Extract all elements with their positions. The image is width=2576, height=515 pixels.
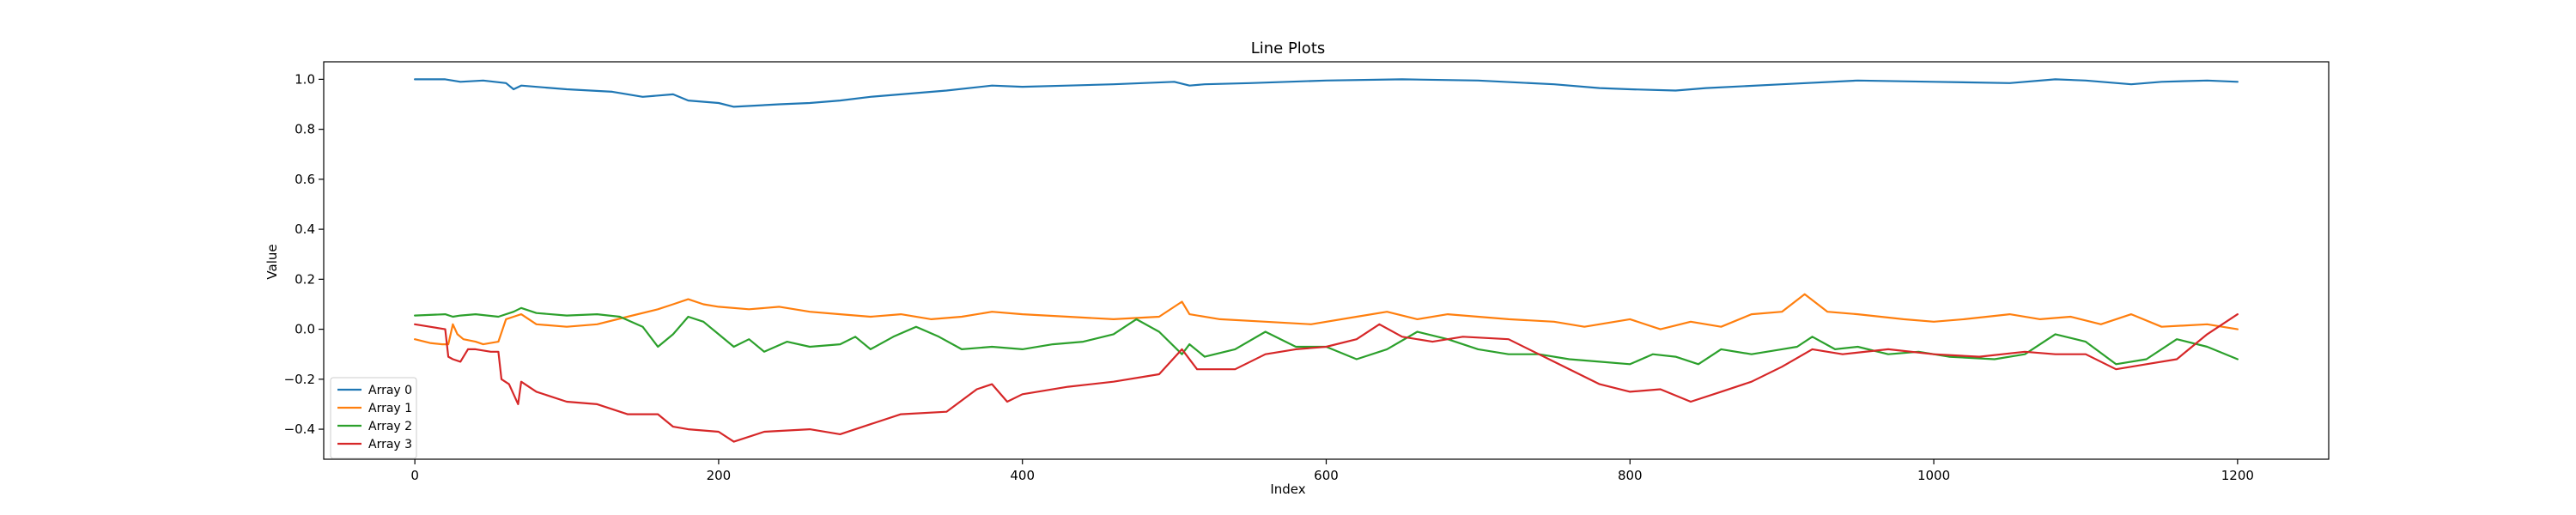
- y-tick-label: −0.2: [284, 372, 315, 387]
- x-tick-label: 1000: [1917, 468, 1950, 483]
- x-tick-label: 800: [1618, 468, 1643, 483]
- x-tick-label: 600: [1314, 468, 1339, 483]
- series-line-1: [414, 293, 2239, 346]
- y-tick-label: 0.0: [295, 322, 315, 337]
- chart-title: Line Plots: [1251, 39, 1326, 58]
- y-tick-label: 0.2: [295, 271, 315, 287]
- legend-label-0: Array 0: [368, 384, 412, 397]
- y-tick-label: 0.8: [295, 122, 315, 137]
- series-layer: [414, 78, 2239, 443]
- legend: Array 0 Array 1 Array 2 Array 3: [330, 377, 417, 459]
- series-line-0: [414, 78, 2239, 108]
- x-tick-label: 400: [1010, 468, 1035, 483]
- series-line-3: [414, 313, 2239, 443]
- legend-label-1: Array 1: [368, 402, 412, 415]
- y-tick-label: 1.0: [295, 71, 315, 87]
- y-tick-label: −0.4: [284, 421, 315, 437]
- y-axis-title: Value: [264, 244, 280, 279]
- series-line-2: [414, 306, 2239, 366]
- legend-label-2: Array 2: [368, 420, 412, 433]
- axes-layer: 0 200 400 600 800 1000 1200 −0.4 −0.2 0.0 0.2 0.4 0.…: [284, 61, 2330, 483]
- legend-box: [330, 377, 417, 459]
- x-axis-title: Index: [1270, 482, 1305, 497]
- y-tick-label: 0.6: [295, 172, 315, 187]
- x-tick-label: 1200: [2221, 468, 2254, 483]
- legend-label-3: Array 3: [368, 438, 412, 451]
- x-tick-label: 0: [410, 468, 419, 483]
- x-tick-label: 200: [707, 468, 732, 483]
- y-tick-label: 0.4: [295, 221, 315, 237]
